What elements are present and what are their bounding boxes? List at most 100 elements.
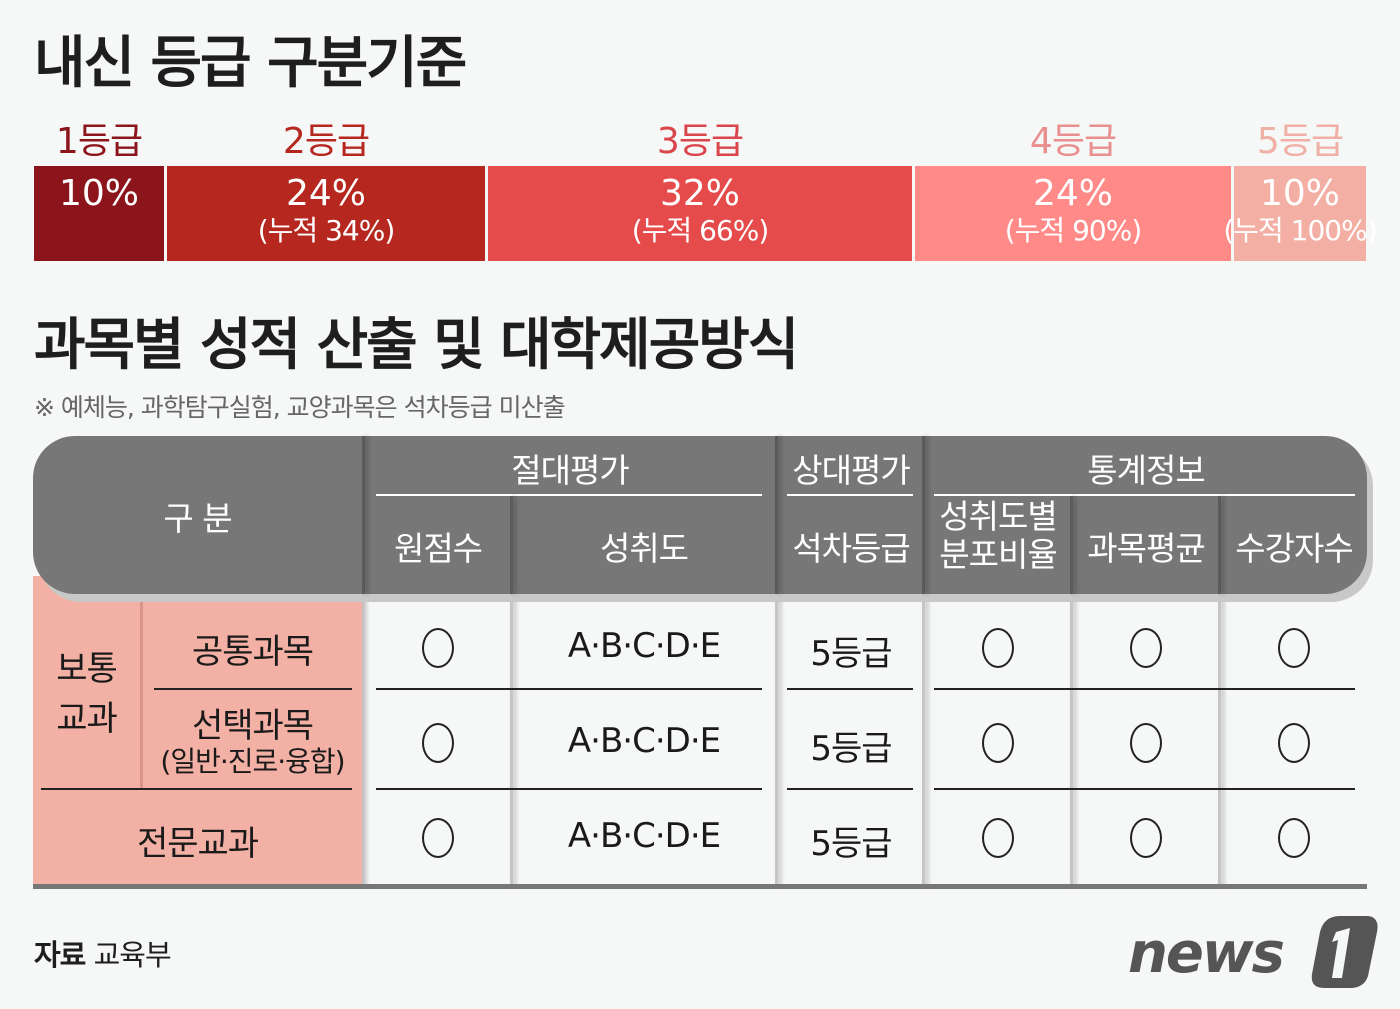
row-elective-average [1073,723,1219,772]
table-bottom-rule [33,884,1367,889]
header-subject-average: 과목평균 [1087,529,1205,568]
divider [154,688,352,690]
row-common-students [1221,628,1367,677]
circle-mark-icon [1278,723,1310,763]
subject-grading-title: 과목별 성적 산출 및 대학제공방식 [34,313,799,378]
row-common-rank: 5등급 [810,634,892,674]
circle-mark-icon [1130,818,1162,858]
grade-3-segment: 32% (누적 66%) [488,166,912,261]
row-specialized-students [1221,818,1367,867]
divider [376,788,762,790]
source-label: 자료 [34,938,86,972]
grade-1-segment: 10% [34,166,164,261]
category-general-line2: 교과 [56,699,118,739]
divider [787,688,913,690]
category-general: 보통 교과 [33,644,140,744]
row-elective-students [1221,723,1367,772]
divider [775,436,778,594]
header-group-relative: 상대평가 [792,451,910,490]
row-elective-rank: 5등급 [810,729,892,769]
circle-mark-icon [422,723,454,763]
divider [934,788,1355,790]
grade-2-segment: 24% (누적 34%) [167,166,485,261]
circle-mark-icon [982,818,1014,858]
divider [510,594,513,886]
circle-mark-icon [422,628,454,668]
row-elective-name: 선택과목 [191,706,314,746]
circle-mark-icon [1130,723,1162,763]
divider [922,436,925,594]
grade-4-segment: 24% (누적 90%) [915,166,1231,261]
header-raw-score: 원점수 [393,529,483,568]
circle-mark-icon [982,723,1014,763]
header-distribution: 성취도별 분포비율 [925,498,1071,574]
row-common-distribution [925,628,1071,677]
header-category: 구 분 [163,499,232,538]
header-group-absolute: 절대평가 [511,451,629,490]
row-elective-raw-score [365,723,511,772]
row-common-name: 공통과목 [191,632,314,672]
row-elective-achievement: A·B·C·D·E [567,721,721,761]
grade-3-pct: 32% [659,173,740,214]
logo-text: news [1128,921,1284,986]
divider [787,494,913,496]
grade-2-cumulative: (누적 34%) [257,214,396,247]
divider [787,788,913,790]
grade-5-label: 5등급 [1256,121,1344,162]
row-specialized-rank: 5등급 [810,824,892,864]
header-group-stats: 통계정보 [1087,451,1205,490]
divider [1070,594,1073,886]
category-general-line1: 보통 [56,649,118,689]
divider [140,594,143,788]
circle-mark-icon [422,818,454,858]
footnote: ※ 예체능, 과학탐구실험, 교양과목은 석차등급 미산출 [34,393,566,422]
circle-mark-icon [1278,818,1310,858]
divider [1218,594,1221,886]
grade-3-cumulative: (누적 66%) [631,214,770,247]
source-credit: 자료 교육부 [34,932,172,974]
divider [1070,496,1073,594]
grade-5-pct: 10% [1259,173,1340,214]
grade-4-pct: 24% [1032,173,1113,214]
row-specialized-raw-score [365,818,511,867]
divider [934,688,1355,690]
header-rank-grade: 석차등급 [792,529,910,568]
divider [775,594,778,886]
circle-mark-icon [1278,628,1310,668]
row-specialized-name: 전문교과 [136,824,259,864]
grading-table: 구 분 절대평가 원점수 성취도 상대평가 석차등급 통계정보 성취도별 분포비… [33,436,1367,889]
divider [922,594,925,886]
grade-2-pct: 24% [285,173,366,214]
divider [510,496,513,594]
header-achievement: 성취도 [599,529,689,568]
divider [362,594,365,886]
circle-mark-icon [982,628,1014,668]
grade-5-cumulative: (누적 100%) [1223,214,1377,247]
category-column-bg [33,576,362,888]
row-common-achievement: A·B·C·D·E [567,626,721,666]
row-elective-distribution [925,723,1071,772]
grade-4-label: 4등급 [1029,121,1117,162]
row-specialized-distribution [925,818,1071,867]
divider [41,788,352,790]
divider [934,494,1355,496]
grade-4-cumulative: (누적 90%) [1004,214,1143,247]
grade-5-segment: 10% (누적 100%) [1223,166,1378,261]
circle-mark-icon [1130,628,1162,668]
news1-logo-icon: news [1128,916,1378,988]
header-students: 수강자수 [1235,529,1353,568]
divider [362,436,365,594]
source-value: 교육부 [93,938,172,972]
divider [376,688,762,690]
row-common-average [1073,628,1219,677]
grade-criteria-title: 내신 등급 구분기준 [34,31,467,96]
divider [1218,496,1221,594]
header-distribution-line2: 분포비율 [939,535,1057,574]
grade-3-label: 3등급 [656,121,744,162]
grade-2-label: 2등급 [282,121,370,162]
row-specialized-achievement: A·B·C·D·E [567,816,721,856]
divider [376,494,762,496]
row-specialized-average [1073,818,1219,867]
row-elective-sub: (일반·진로·융합) [160,745,345,778]
table-header: 구 분 절대평가 원점수 성취도 상대평가 석차등급 통계정보 성취도별 분포비… [33,436,1367,594]
